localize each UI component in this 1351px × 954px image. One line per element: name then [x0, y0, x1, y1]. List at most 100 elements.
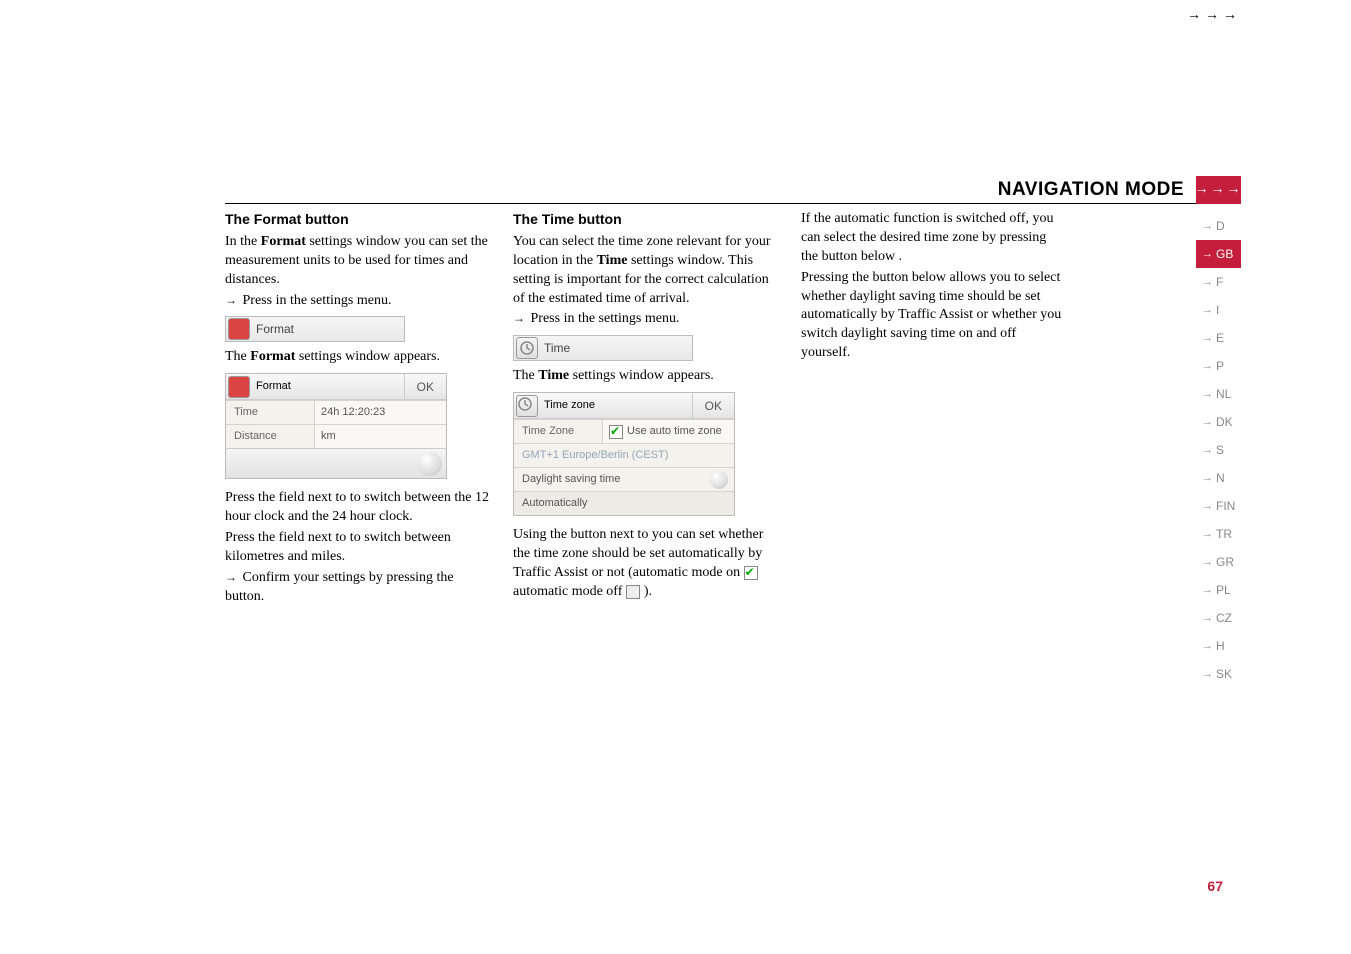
time-table-header: Time zone OK — [514, 393, 734, 419]
arrow-icon: → — [1202, 528, 1213, 540]
text: automatic mode off — [513, 584, 626, 599]
crop-arrows: →→→ — [1187, 8, 1241, 24]
cell-label: Time Zone — [514, 424, 602, 439]
format-confirm: Confirm your settings by pressing the bu… — [225, 569, 489, 607]
checkbox-on-icon[interactable] — [609, 425, 623, 439]
arrow-icon: → — [1202, 584, 1213, 596]
arrow-icon: → — [1202, 304, 1213, 316]
lang-tab-sk[interactable]: →SK — [1196, 660, 1241, 688]
lang-tab-p[interactable]: →P — [1196, 352, 1241, 380]
table-row[interactable]: Daylight saving time — [514, 467, 734, 491]
lang-tab-h[interactable]: →H — [1196, 632, 1241, 660]
format-button-strip[interactable]: Format — [225, 316, 405, 342]
text: In the — [225, 234, 261, 249]
format-after-1: Press the field next to to switch betwee… — [225, 489, 489, 527]
checkbox-off-icon — [626, 585, 640, 599]
column-time: The Time button You can select the time … — [513, 210, 777, 609]
time-table: Time zone OK Time Zone Use auto time zon… — [513, 392, 735, 516]
arrow-icon: → — [1202, 640, 1213, 652]
text: Daylight saving time — [522, 472, 620, 487]
text: Confirm your settings by pressing the — [243, 570, 454, 585]
arrow-icon: → — [1202, 556, 1213, 568]
time-heading: The Time button — [513, 210, 777, 229]
lang-tab-dk[interactable]: →DK — [1196, 408, 1241, 436]
arrow-icon: → — [1202, 444, 1213, 456]
page-title: NAVIGATION MODE — [998, 179, 1184, 201]
lang-tab-f[interactable]: →F — [1196, 268, 1241, 296]
lang-tab-d[interactable]: →D — [1196, 212, 1241, 240]
text: The — [225, 349, 250, 364]
arrow-icon: → — [1202, 500, 1213, 512]
text: The — [513, 368, 538, 383]
checkbox-on-icon — [744, 566, 758, 580]
arrow-icon: → — [1202, 668, 1213, 680]
header-bar: NAVIGATION MODE — [225, 176, 1196, 204]
lang-tab-i[interactable]: →I — [1196, 296, 1241, 324]
cell-label: Distance — [226, 429, 314, 444]
table-footer — [226, 448, 446, 478]
auto-off-p2: Pressing the button below allows you to … — [801, 269, 1065, 363]
column-format: The Format button In the Format settings… — [225, 210, 489, 609]
time-strip-label: Time — [544, 340, 570, 356]
cell-value: Use auto time zone — [602, 420, 734, 443]
format-table-header: Format OK — [226, 374, 446, 400]
lang-tab-pl[interactable]: →PL — [1196, 576, 1241, 604]
arrow-icon: → — [1202, 388, 1213, 400]
arrow-icon: → — [1202, 612, 1213, 624]
time-button-strip[interactable]: Time — [513, 335, 693, 361]
table-row[interactable]: Distance km — [226, 424, 446, 448]
table-row[interactable]: Automatically — [514, 491, 734, 515]
text: Press — [531, 311, 564, 326]
text: Using the button next to you can set whe… — [513, 527, 763, 580]
cell-value: km — [314, 425, 446, 448]
auto-off-p1: If the automatic function is switched of… — [801, 210, 1065, 267]
text-bold: Time — [597, 253, 628, 268]
lang-tab-cz[interactable]: →CZ — [1196, 604, 1241, 632]
time-press-line: Press in the settings menu. — [513, 310, 777, 329]
lang-tab-fin[interactable]: →FIN — [1196, 492, 1241, 520]
table-row[interactable]: Time 24h 12:20:23 — [226, 400, 446, 424]
text-bold: Format — [261, 234, 306, 249]
content-columns: The Format button In the Format settings… — [225, 210, 1065, 609]
text: button. — [225, 589, 264, 604]
format-table: Format OK Time 24h 12:20:23 Distance km — [225, 373, 447, 479]
format-heading: The Format button — [225, 210, 489, 229]
format-icon — [228, 318, 250, 340]
ok-button[interactable]: OK — [692, 393, 734, 418]
arrow-icon: → — [1202, 276, 1213, 288]
lang-tab-n[interactable]: →N — [1196, 464, 1241, 492]
cell-label: Time — [226, 405, 314, 420]
arrow-icon: → — [1202, 332, 1213, 344]
clock-icon — [516, 337, 538, 359]
text: settings window appears. — [295, 349, 440, 364]
text: Press — [243, 293, 276, 308]
lang-tab-tr[interactable]: →TR — [1196, 520, 1241, 548]
cell-value: 24h 12:20:23 — [314, 401, 446, 424]
text-bold: Time — [538, 368, 569, 383]
format-icon — [228, 376, 250, 398]
clock-icon — [516, 395, 538, 417]
format-intro: In the Format settings window you can se… — [225, 233, 489, 290]
text: in the settings menu. — [564, 311, 680, 326]
lang-tab-gr[interactable]: →GR — [1196, 548, 1241, 576]
lang-tab-s[interactable]: →S — [1196, 436, 1241, 464]
text: settings window appears. — [569, 368, 714, 383]
ok-button[interactable]: OK — [404, 374, 446, 399]
arrow-icon: → — [1202, 472, 1213, 484]
table-row[interactable]: Time Zone Use auto time zone — [514, 419, 734, 443]
language-tabs: →D→GB→F→I→E→P→NL→DK→S→N→FIN→TR→GR→PL→CZ→… — [1196, 212, 1241, 688]
format-table-title: Format — [256, 379, 291, 394]
page-number: 67 — [1207, 878, 1223, 894]
arrow-icon: → — [1202, 220, 1213, 232]
lang-tab-gb[interactable]: →GB — [1196, 240, 1241, 268]
text-bold: Format — [250, 349, 295, 364]
time-table-title: Time zone — [544, 398, 595, 413]
text: Use auto time zone — [627, 424, 722, 439]
lang-tab-nl[interactable]: →NL — [1196, 380, 1241, 408]
lang-tab-e[interactable]: →E — [1196, 324, 1241, 352]
round-button-icon[interactable] — [710, 471, 728, 489]
format-strip-label: Format — [256, 321, 294, 337]
table-row[interactable]: GMT+1 Europe/Berlin (CEST) — [514, 443, 734, 467]
round-button-icon[interactable] — [418, 452, 442, 476]
time-caption: The Time settings window appears. — [513, 367, 777, 386]
